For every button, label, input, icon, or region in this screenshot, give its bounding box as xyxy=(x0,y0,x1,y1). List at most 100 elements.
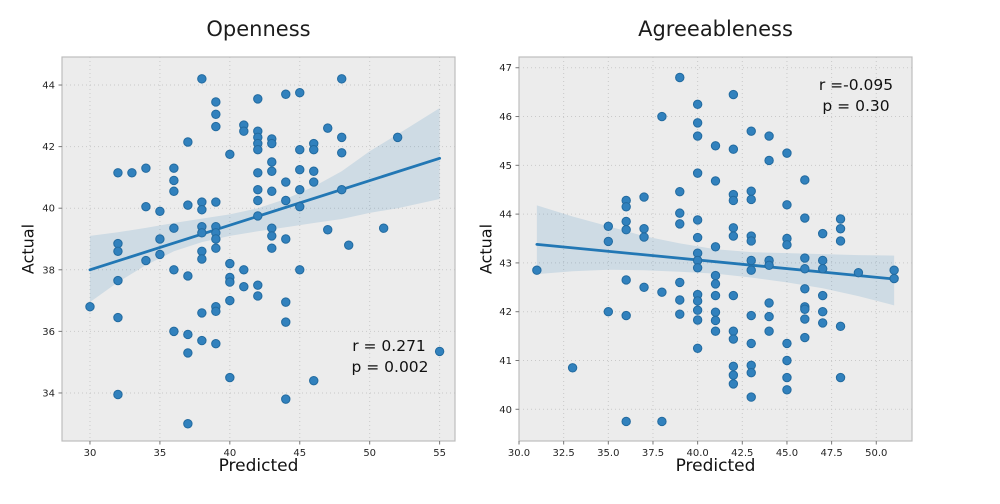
data-point xyxy=(183,419,193,429)
data-point xyxy=(728,326,739,336)
data-point xyxy=(746,367,756,378)
data-point xyxy=(817,255,828,266)
data-point xyxy=(211,243,221,253)
data-point xyxy=(225,295,235,306)
data-point xyxy=(211,121,221,132)
data-point xyxy=(764,155,774,166)
data-point xyxy=(183,271,193,281)
data-point xyxy=(225,258,235,269)
data-point xyxy=(621,310,631,321)
data-point xyxy=(183,348,193,358)
data-point xyxy=(323,123,333,133)
data-point xyxy=(267,138,277,149)
data-point xyxy=(710,290,721,301)
data-point xyxy=(728,290,739,301)
y-tick-label: 41 xyxy=(499,356,512,367)
regression-line xyxy=(88,156,442,272)
data-point xyxy=(835,224,846,234)
data-point xyxy=(141,201,151,212)
data-point xyxy=(211,306,221,317)
data-point xyxy=(344,240,354,250)
y-tick-label: 40 xyxy=(499,405,512,416)
data-point xyxy=(728,89,739,100)
y-tick-label: 44 xyxy=(42,81,55,92)
x-tick-label: 45.0 xyxy=(776,448,798,459)
data-point xyxy=(782,148,792,158)
data-point xyxy=(141,255,151,266)
data-point xyxy=(782,355,792,366)
data-point xyxy=(392,132,403,143)
data-point xyxy=(817,290,828,301)
data-point xyxy=(710,270,721,281)
x-axis-label-right: Predicted xyxy=(675,456,756,476)
data-point xyxy=(800,175,810,185)
data-point xyxy=(225,149,235,160)
data-point xyxy=(253,185,263,195)
data-point xyxy=(225,277,235,287)
x-axis-label-left: Predicted xyxy=(218,456,299,476)
data-point xyxy=(782,240,792,250)
data-point xyxy=(728,370,739,380)
data-point xyxy=(253,144,263,155)
data-point xyxy=(746,126,756,136)
data-point xyxy=(728,195,739,206)
data-point xyxy=(675,208,685,218)
data-point xyxy=(532,265,542,275)
data-point xyxy=(183,329,193,340)
data-point xyxy=(169,163,179,173)
data-point xyxy=(692,168,703,178)
data-point xyxy=(211,338,221,349)
data-point xyxy=(113,312,123,323)
x-tick-label: 35 xyxy=(154,448,167,459)
data-point xyxy=(211,234,221,244)
confidence-band xyxy=(536,205,895,306)
data-point xyxy=(817,318,828,328)
data-point xyxy=(728,223,739,233)
data-point xyxy=(169,175,179,186)
data-point xyxy=(281,317,291,327)
data-point xyxy=(113,238,123,249)
data-point xyxy=(817,306,828,317)
data-point xyxy=(169,265,179,275)
data-point xyxy=(800,264,810,274)
data-point xyxy=(267,166,277,176)
data-point xyxy=(155,206,165,216)
data-point xyxy=(782,385,792,395)
x-tick-label: 30.0 xyxy=(508,448,530,459)
data-point xyxy=(710,242,721,252)
data-point xyxy=(337,132,347,143)
data-point xyxy=(113,246,123,257)
data-point xyxy=(113,275,123,286)
data-point xyxy=(169,186,179,196)
data-point xyxy=(267,231,277,241)
data-point xyxy=(710,279,721,289)
data-point xyxy=(183,137,193,147)
data-point xyxy=(675,295,685,305)
data-point xyxy=(728,361,739,372)
data-point xyxy=(309,144,319,155)
data-point xyxy=(764,298,774,308)
data-point xyxy=(239,126,249,136)
data-point xyxy=(603,236,614,247)
data-point xyxy=(267,186,277,196)
data-point xyxy=(267,243,277,253)
data-point xyxy=(295,88,305,98)
data-point xyxy=(782,372,792,383)
data-point xyxy=(692,131,703,141)
data-point xyxy=(295,185,305,195)
x-tick-label: 50.0 xyxy=(865,448,887,459)
data-point xyxy=(746,338,756,349)
data-point xyxy=(337,185,347,195)
data-point xyxy=(692,215,703,225)
data-point xyxy=(127,168,137,178)
data-point xyxy=(800,304,810,314)
data-point xyxy=(197,197,207,207)
data-point xyxy=(281,89,291,99)
data-point xyxy=(764,326,774,336)
pvalue-annotation-openness: p = 0.002 xyxy=(351,358,429,376)
data-point xyxy=(746,255,756,266)
data-point xyxy=(267,223,277,233)
plot-area xyxy=(62,57,455,441)
data-point xyxy=(782,200,792,210)
data-point xyxy=(621,416,631,427)
